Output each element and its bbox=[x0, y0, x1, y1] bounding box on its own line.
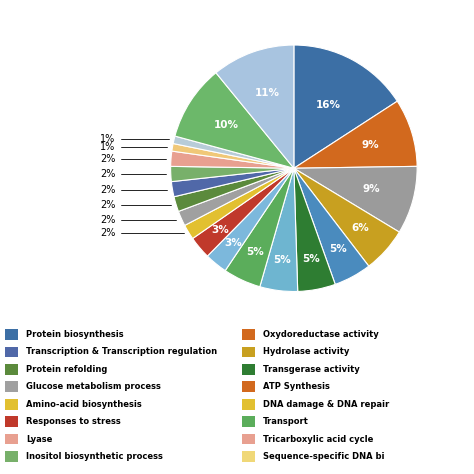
Text: 5%: 5% bbox=[246, 247, 264, 257]
Text: Hydrolase activity: Hydrolase activity bbox=[263, 347, 349, 356]
Bar bbox=[5, 382, 18, 392]
Bar bbox=[242, 346, 255, 357]
Text: Protein biosynthesis: Protein biosynthesis bbox=[26, 330, 124, 339]
Text: 2%: 2% bbox=[100, 154, 166, 164]
Bar bbox=[242, 364, 255, 374]
Text: 11%: 11% bbox=[255, 88, 280, 98]
Text: ATP Synthesis: ATP Synthesis bbox=[263, 383, 330, 391]
Wedge shape bbox=[174, 168, 294, 211]
Wedge shape bbox=[171, 151, 294, 168]
Text: Sequence-specific DNA bi: Sequence-specific DNA bi bbox=[263, 452, 384, 461]
Text: 1%: 1% bbox=[100, 134, 169, 144]
Bar bbox=[5, 434, 18, 445]
Bar bbox=[5, 364, 18, 374]
Wedge shape bbox=[175, 73, 294, 168]
Bar bbox=[242, 434, 255, 445]
Text: 1%: 1% bbox=[100, 142, 167, 152]
Text: 2%: 2% bbox=[100, 215, 176, 225]
Bar bbox=[5, 346, 18, 357]
Wedge shape bbox=[294, 168, 369, 284]
Text: 2%: 2% bbox=[100, 169, 165, 179]
Wedge shape bbox=[171, 166, 294, 182]
Bar bbox=[5, 329, 18, 340]
Wedge shape bbox=[185, 168, 294, 238]
Bar bbox=[242, 451, 255, 462]
Text: Responses to stress: Responses to stress bbox=[26, 417, 121, 426]
Text: Glucose metabolism process: Glucose metabolism process bbox=[26, 383, 161, 391]
Bar bbox=[5, 416, 18, 427]
Bar bbox=[5, 399, 18, 410]
Text: Transgerase activity: Transgerase activity bbox=[263, 365, 360, 374]
Text: 2%: 2% bbox=[100, 200, 171, 210]
Text: 5%: 5% bbox=[329, 245, 347, 255]
Wedge shape bbox=[225, 168, 294, 287]
Text: 9%: 9% bbox=[362, 140, 379, 150]
Wedge shape bbox=[260, 168, 298, 292]
Text: Protein refolding: Protein refolding bbox=[26, 365, 108, 374]
Wedge shape bbox=[208, 168, 294, 271]
Text: Lyase: Lyase bbox=[26, 435, 53, 444]
Wedge shape bbox=[294, 166, 417, 232]
Text: 3%: 3% bbox=[224, 238, 242, 248]
Text: 10%: 10% bbox=[214, 119, 239, 130]
Wedge shape bbox=[192, 168, 294, 256]
Wedge shape bbox=[294, 168, 335, 292]
Text: Inositol biosynthetic process: Inositol biosynthetic process bbox=[26, 452, 163, 461]
Text: 2%: 2% bbox=[100, 185, 167, 195]
Text: Transcription & Transcription regulation: Transcription & Transcription regulation bbox=[26, 347, 217, 356]
Bar bbox=[242, 329, 255, 340]
Text: 3%: 3% bbox=[211, 225, 229, 235]
Text: Oxydoreductase activity: Oxydoreductase activity bbox=[263, 330, 379, 339]
Text: 6%: 6% bbox=[351, 222, 369, 233]
Text: Transport: Transport bbox=[263, 417, 309, 426]
Wedge shape bbox=[294, 168, 399, 266]
Wedge shape bbox=[294, 45, 397, 168]
Bar bbox=[242, 382, 255, 392]
Wedge shape bbox=[216, 45, 294, 168]
Text: 16%: 16% bbox=[316, 100, 340, 110]
Wedge shape bbox=[172, 144, 294, 168]
Text: 9%: 9% bbox=[363, 184, 380, 194]
Text: 2%: 2% bbox=[100, 228, 183, 238]
Wedge shape bbox=[173, 136, 294, 168]
Bar bbox=[5, 451, 18, 462]
Wedge shape bbox=[178, 168, 294, 226]
Wedge shape bbox=[294, 101, 417, 168]
Text: 5%: 5% bbox=[273, 255, 292, 265]
Text: 5%: 5% bbox=[302, 254, 320, 264]
Wedge shape bbox=[172, 168, 294, 197]
Bar bbox=[242, 399, 255, 410]
Text: Tricarboxylic acid cycle: Tricarboxylic acid cycle bbox=[263, 435, 374, 444]
Text: DNA damage & DNA repair: DNA damage & DNA repair bbox=[263, 400, 389, 409]
Text: Amino-acid biosynthesis: Amino-acid biosynthesis bbox=[26, 400, 142, 409]
Bar bbox=[242, 416, 255, 427]
